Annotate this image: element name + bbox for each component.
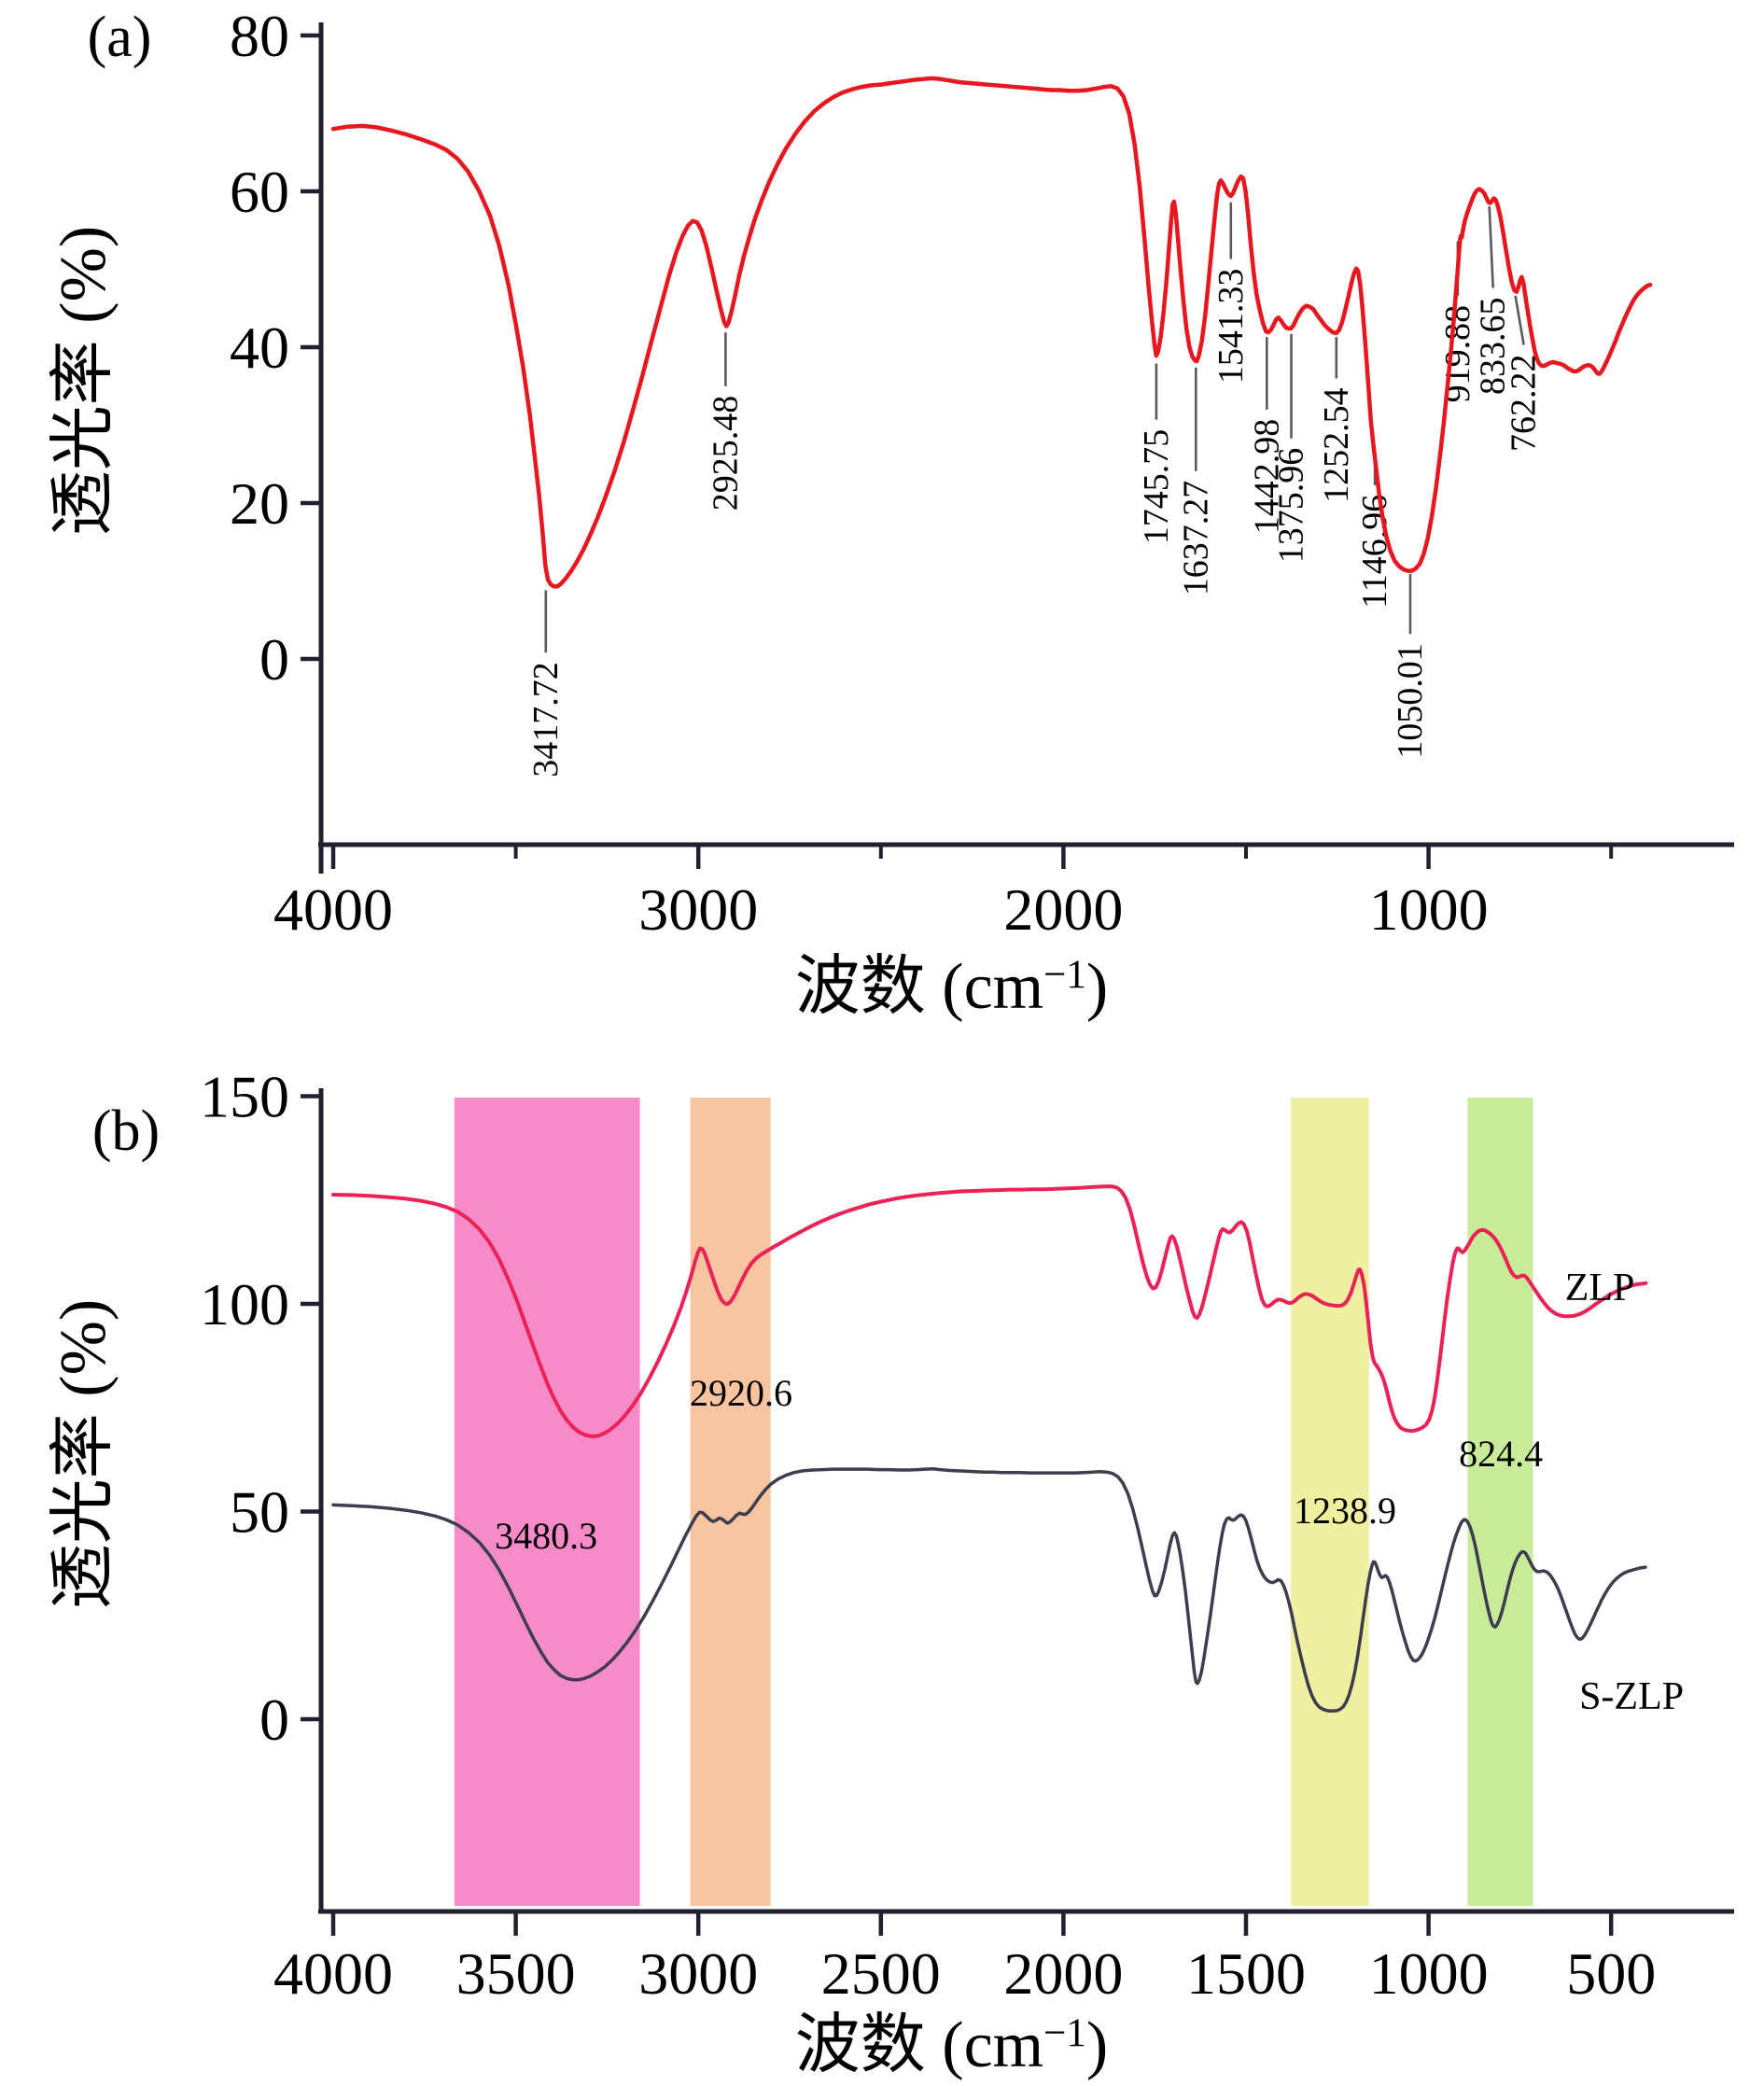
panel-letter: (b)	[92, 1099, 160, 1163]
y-axis-title: 透光率 (%)	[48, 1299, 119, 1609]
annotation-label: 2920.6	[690, 1372, 792, 1414]
y-axis-title: 透光率 (%)	[48, 226, 119, 536]
peak-label: 833.65	[1474, 298, 1513, 396]
y-tick-label: 60	[230, 159, 289, 225]
annotation-label: 824.4	[1459, 1433, 1543, 1475]
annotation-label: 3480.3	[495, 1515, 597, 1557]
peak-label: 1637.27	[1176, 481, 1215, 596]
y-tick-label: 150	[200, 1064, 289, 1130]
x-tick-label: 2000	[1003, 876, 1123, 943]
y-tick-label: 40	[230, 315, 289, 381]
peak-label: 919.88	[1438, 305, 1477, 403]
y-tick-label: 20	[230, 470, 289, 537]
peak-label: 2925.48	[706, 396, 745, 511]
peak-label: 762.22	[1505, 355, 1544, 453]
panel-a: 3417.72 2925.48 1745.75 1637.27 1541.33 1442.…	[48, 3, 1734, 1023]
series-label-zlp: ZLP	[1565, 1267, 1635, 1309]
x-tick-label: 4000	[273, 1940, 393, 2007]
y-tick-label: 50	[230, 1479, 289, 1546]
x-tick-label: 2500	[821, 1940, 941, 2007]
yellow-band	[1291, 1098, 1369, 1906]
annotation-label: 1238.9	[1294, 1490, 1396, 1532]
x-tick-label: 3000	[638, 1940, 758, 2007]
x-axis-title: 波数 (cm−1)	[795, 2009, 1108, 2081]
x-axis-title: 波数 (cm−1)	[795, 951, 1108, 1023]
y-tick-label: 100	[200, 1271, 289, 1337]
x-tick-label: 1000	[1369, 876, 1489, 943]
peak-label: 1745.75	[1137, 429, 1176, 545]
curve-spectrum	[330, 76, 1653, 589]
x-tick-label: 3000	[638, 876, 758, 943]
peak-label: 1146.96	[1355, 495, 1394, 609]
peak-label: 1375.96	[1272, 448, 1311, 564]
x-tick-label: 1000	[1369, 1940, 1489, 2007]
green-band	[1467, 1098, 1533, 1906]
peak-label: 1442.98	[1247, 419, 1286, 535]
peak-leader-line	[1514, 295, 1525, 345]
curve-zlp	[331, 1184, 1648, 1438]
x-tick-label: 1500	[1186, 1940, 1306, 2007]
y-tick-label: 80	[230, 3, 289, 69]
peak-label: 1252.54	[1317, 387, 1356, 503]
y-tick-label: 0	[259, 626, 289, 693]
peak-label: 1050.01	[1391, 643, 1430, 759]
x-tick-label: 4000	[273, 876, 393, 943]
panel-letter: (a)	[88, 6, 152, 69]
peak-label: 3417.72	[526, 662, 566, 777]
series-label-s-zlp: S-ZLP	[1579, 1675, 1684, 1718]
peak-label: 1541.33	[1211, 269, 1251, 385]
y-tick-label: 0	[259, 1687, 289, 1753]
x-tick-label: 2000	[1003, 1940, 1123, 2007]
peak-labels: 3417.72 2925.48 1745.75 1637.27 1541.33 1442.…	[526, 202, 1544, 777]
x-tick-label: 500	[1566, 1940, 1656, 2007]
x-tick-label: 3500	[456, 1940, 576, 2007]
pink-band	[454, 1098, 640, 1906]
orange-band	[690, 1098, 771, 1906]
curve-s-zlp	[331, 1466, 1647, 1713]
panel-b: 4000 3500 3000 2500 2000 1500 1000 500150100500…	[48, 1064, 1734, 2081]
peak-leader-line	[1488, 205, 1494, 288]
